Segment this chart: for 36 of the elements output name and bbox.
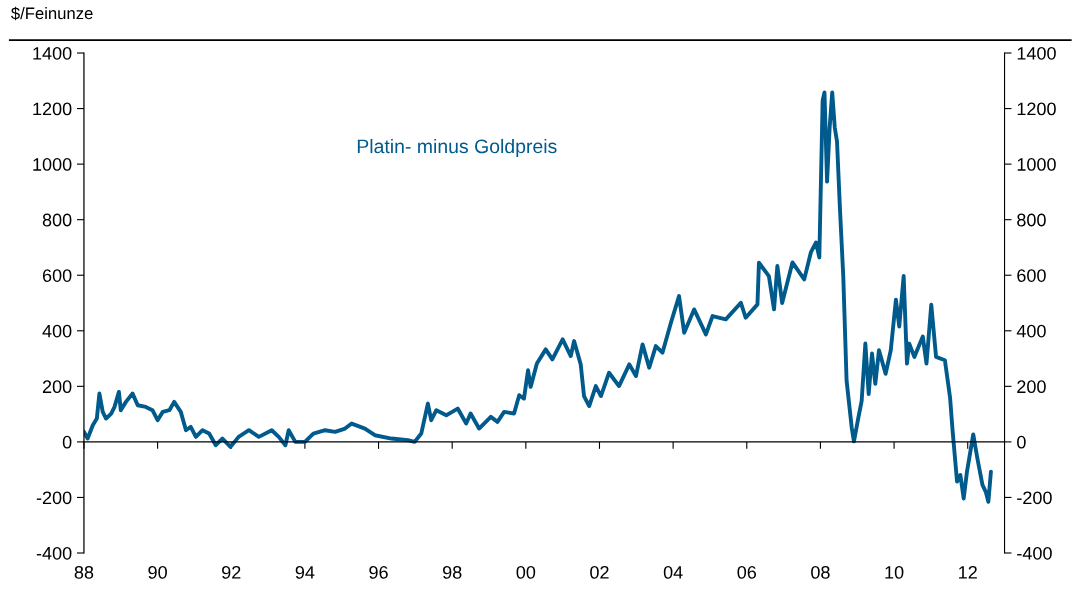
x-tick-label: 10 — [885, 565, 904, 579]
x-tick-label: 06 — [737, 565, 757, 579]
y-tick-label: 0 — [62, 435, 72, 449]
y-tick-label: 1400 — [33, 46, 72, 60]
y-tick-label: -400 — [36, 546, 72, 560]
y-axis-title: $/Feinunze — [11, 6, 93, 21]
line-series — [83, 90, 993, 504]
y-tick-label: 1200 — [33, 102, 72, 116]
y2-tick-label: -400 — [1017, 546, 1052, 560]
x-tick-label: 94 — [295, 565, 315, 579]
y2-tick-label: 600 — [1017, 269, 1046, 282]
x-tick-label: 88 — [74, 565, 94, 579]
x-tick-label: 90 — [148, 565, 167, 579]
x-tick-label: 12 — [959, 565, 977, 579]
y2-tick-label: 0 — [1017, 435, 1026, 449]
x-tick-label: 98 — [442, 565, 462, 579]
y2-tick-label: 1400 — [1017, 46, 1056, 60]
y2-tick-label: 800 — [1017, 213, 1046, 227]
text: Platin- minus Goldpreis — [357, 138, 557, 158]
x-tick-label: 04 — [663, 565, 683, 579]
y-tick-label: -200 — [36, 491, 72, 505]
y-tick-label: 800 — [42, 213, 72, 227]
x-tick-label: 02 — [590, 565, 609, 579]
y2-tick-label: 1000 — [1017, 158, 1056, 171]
y-tick-label: 400 — [42, 324, 72, 338]
x-tick-label: 08 — [811, 565, 830, 579]
y2-tick-label: 200 — [1017, 380, 1046, 394]
x-tick-label: 96 — [369, 565, 388, 579]
y2-tick-label: 400 — [1016, 324, 1046, 338]
x-tick-label: 00 — [516, 565, 536, 579]
y2-tick-label: 1200 — [1017, 102, 1056, 116]
y-tick-label: 1000 — [33, 158, 72, 171]
x-tick-label: 92 — [222, 565, 241, 579]
y2-tick-label: -200 — [1017, 491, 1052, 505]
y-tick-label: 600 — [42, 269, 72, 282]
y-tick-label: 200 — [42, 380, 72, 394]
